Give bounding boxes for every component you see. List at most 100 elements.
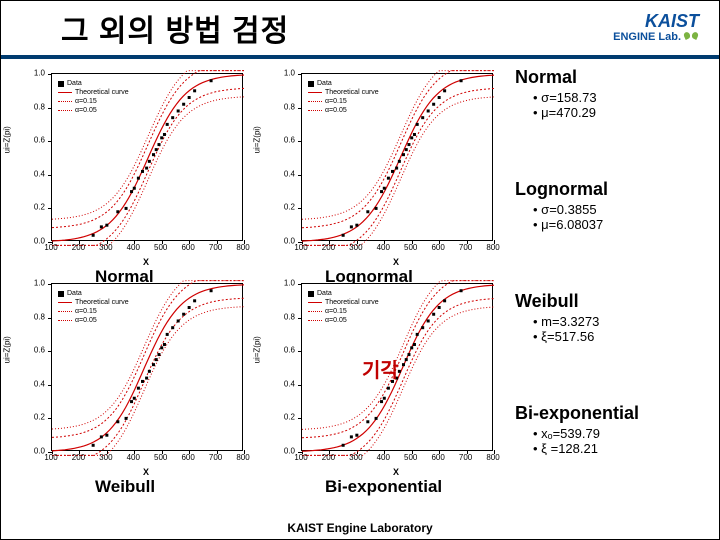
data-point (137, 387, 140, 390)
y-tick: 0.8 (34, 102, 45, 111)
y-axis-label: ui=Z(pi) (253, 126, 262, 153)
data-point (182, 313, 185, 316)
x-tick: 500 (154, 243, 167, 252)
x-tick: 300 (349, 243, 362, 252)
plot-area: DataTheoretical curveα=0.15α=0.05기각 (301, 283, 493, 451)
dist-name: Normal (515, 67, 597, 88)
legend: DataTheoretical curveα=0.15α=0.05 (306, 78, 381, 116)
data-point (443, 299, 446, 302)
data-point (383, 397, 386, 400)
data-point (130, 400, 133, 403)
x-tick: 300 (99, 453, 112, 462)
y-tick: 0.6 (284, 346, 295, 355)
x-tick: 700 (209, 243, 222, 252)
data-point (460, 289, 463, 292)
x-tick: 600 (181, 453, 194, 462)
y-tick: 0.6 (284, 136, 295, 145)
legend-a005: α=0.05 (308, 106, 379, 115)
dash-icon (58, 110, 72, 111)
chart-caption: Bi-exponential (325, 477, 442, 497)
x-tick: 700 (209, 453, 222, 462)
dist-bi-exponential: Bi-exponential xₒ=539.79ξ =128.21 (515, 403, 639, 456)
data-point (177, 109, 180, 112)
data-point (402, 363, 405, 366)
data-point (188, 306, 191, 309)
x-tick: 500 (154, 453, 167, 462)
dist-weibull: Weibull m=3.3273ξ=517.56 (515, 291, 599, 344)
data-point (137, 177, 140, 180)
y-tick: 1.0 (34, 69, 45, 78)
y-ticks: 0.00.20.40.60.81.0 (19, 73, 49, 241)
data-point (105, 224, 108, 227)
dist-name: Weibull (515, 291, 599, 312)
data-point (350, 225, 353, 228)
data-point (152, 153, 155, 156)
data-point (155, 148, 158, 151)
data-point (100, 225, 103, 228)
x-tick: 500 (404, 243, 417, 252)
dist-params: σ=0.3855μ=6.08037 (515, 202, 608, 232)
data-point (160, 346, 163, 349)
x-tick: 100 (294, 243, 307, 252)
y-tick: 0.8 (284, 312, 295, 321)
data-point (148, 370, 151, 373)
engine-lab-logo: ENGINE Lab. (613, 30, 699, 44)
legend-data: Data (58, 79, 129, 88)
dist-param: m=3.3273 (533, 314, 599, 329)
engine-lab-text: ENGINE Lab. (613, 32, 681, 43)
dist-param: ξ =128.21 (533, 441, 639, 456)
data-point (133, 397, 136, 400)
x-tick: 100 (44, 243, 57, 252)
y-tick: 1.0 (284, 279, 295, 288)
data-point (145, 167, 148, 170)
data-point (163, 133, 166, 136)
data-point (380, 400, 383, 403)
data-point (166, 333, 169, 336)
y-ticks: 0.00.20.40.60.81.0 (269, 73, 299, 241)
y-tick: 0.6 (34, 136, 45, 145)
dist-name: Bi-exponential (515, 403, 639, 424)
dist-param: ξ=517.56 (533, 329, 599, 344)
data-point (366, 420, 369, 423)
data-point (157, 353, 160, 356)
legend-a005: α=0.05 (58, 106, 129, 115)
dist-param: μ=6.08037 (533, 217, 608, 232)
data-point (155, 358, 158, 361)
square-icon (58, 291, 64, 297)
data-point (421, 326, 424, 329)
legend: DataTheoretical curveα=0.15α=0.05 (56, 288, 131, 326)
plot-area: DataTheoretical curveα=0.15α=0.05 (301, 73, 493, 241)
dash-icon (308, 110, 322, 111)
chart-weibull: ui=Z(pi)0.00.20.40.60.81.0DataTheoretica… (5, 277, 255, 487)
data-point (342, 444, 345, 447)
data-point (438, 306, 441, 309)
legend: DataTheoretical curveα=0.15α=0.05 (306, 288, 381, 326)
legend-curve: Theoretical curve (58, 298, 129, 307)
x-tick: 600 (181, 243, 194, 252)
dist-name: Lognormal (515, 179, 608, 200)
y-ticks: 0.00.20.40.60.81.0 (269, 283, 299, 451)
data-point (402, 153, 405, 156)
dash-icon (308, 311, 322, 312)
x-axis-label: X (393, 257, 399, 267)
y-tick: 0.2 (284, 203, 295, 212)
x-tick: 100 (294, 453, 307, 462)
data-point (130, 190, 133, 193)
data-point (152, 363, 155, 366)
plot-area: DataTheoretical curveα=0.15α=0.05 (51, 283, 243, 451)
dist-param: xₒ=539.79 (533, 426, 639, 441)
data-point (387, 177, 390, 180)
x-tick: 400 (127, 243, 140, 252)
butterfly-icon (683, 30, 699, 44)
chart-normal: ui=Z(pi)0.00.20.40.60.81.0DataTheoretica… (5, 67, 255, 277)
dash-icon (58, 311, 72, 312)
x-tick: 400 (377, 453, 390, 462)
data-point (413, 343, 416, 346)
dist-param: μ=470.29 (533, 105, 597, 120)
data-point (438, 96, 441, 99)
data-point (460, 79, 463, 82)
data-point (92, 234, 95, 237)
y-tick: 0.4 (284, 169, 295, 178)
legend-a005: α=0.05 (308, 316, 379, 325)
dash-icon (58, 320, 72, 321)
